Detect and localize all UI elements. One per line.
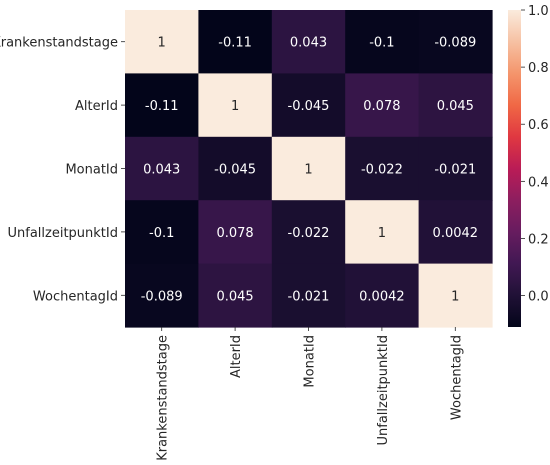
heatmap-cell [198, 200, 273, 265]
cell-value-label: 0.043 [143, 163, 180, 178]
heatmap-cell [198, 263, 273, 328]
heatmap-cell [418, 200, 493, 265]
cell-value-label: 0.045 [216, 289, 253, 304]
cell-value-label: 1 [158, 36, 166, 51]
cell-value-label: 1 [378, 226, 386, 241]
heatmap-cell [345, 73, 420, 138]
cell-value-label: -0.021 [434, 163, 476, 178]
y-tick-label: MonatId [65, 163, 118, 178]
heatmap-cell [125, 200, 199, 265]
cell-value-label: -0.1 [149, 226, 174, 241]
heatmap-cell [198, 136, 273, 201]
cell-value-label: -0.11 [218, 36, 252, 51]
heatmap-cell [125, 263, 199, 328]
cell-value-label: -0.1 [369, 36, 394, 51]
heatmap-cell [198, 73, 273, 138]
heatmap-cell [271, 263, 346, 328]
y-axis-labels: Krankenstandstage AlterId MonatId Unfallzei… [0, 36, 125, 304]
heatmap-cell [125, 10, 199, 74]
y-tick-label: WochentagId [33, 289, 118, 304]
heatmap-cell [345, 10, 420, 74]
x-axis-labels: Krankenstandstage AlterId MonatId Unfallzei… [156, 327, 464, 461]
x-tick-label: MonatId [303, 335, 318, 388]
colorbar-tick-label: 0.8 [528, 61, 549, 76]
heatmap-cell [345, 263, 420, 328]
cell-value-label: 0.0042 [433, 226, 479, 241]
heatmap-cell [418, 136, 493, 201]
cell-value-label: 0.045 [437, 99, 474, 114]
colorbar-tick-label: 0.2 [528, 232, 549, 247]
y-tick-label: UnfallzeitpunktId [8, 226, 119, 241]
heatmap-cell [271, 200, 346, 265]
cell-value-label: -0.022 [361, 163, 403, 178]
cell-value-label: 1 [304, 163, 312, 178]
heatmap-cell [125, 73, 199, 138]
heatmap-cell [271, 10, 346, 74]
colorbar-tick-label: 0.4 [528, 175, 549, 190]
heatmap-cell [345, 136, 420, 201]
x-tick-label: Krankenstandstage [156, 335, 171, 461]
cell-value-label: 0.043 [290, 36, 327, 51]
cell-value-label: -0.021 [288, 289, 330, 304]
heatmap-cell [418, 263, 493, 328]
heatmap-cell [418, 10, 493, 74]
cell-value-label: -0.089 [434, 36, 476, 51]
cell-value-label: -0.089 [141, 289, 183, 304]
colorbar-tick-label: 0.6 [528, 118, 549, 133]
heatmap-cell [125, 136, 199, 201]
colorbar-gradient [508, 10, 521, 327]
heatmap-cell [345, 200, 420, 265]
colorbar: 1.0 0.8 0.6 0.4 0.2 0.0 [508, 4, 549, 327]
y-tick-label: AlterId [75, 99, 118, 114]
x-tick-label: WochentagId [449, 335, 464, 420]
y-tick-label: Krankenstandstage [0, 36, 118, 51]
cell-value-label: 0.078 [216, 226, 253, 241]
cell-value-label: 1 [231, 99, 239, 114]
heatmap-cell [271, 73, 346, 138]
heatmap-cells: 1 -0.11 0.043 -0.1 -0.089-0.11 1 -0.045 0.078 0.… [125, 10, 493, 328]
heatmap-cell [418, 73, 493, 138]
colorbar-tick-label: 0.0 [528, 290, 549, 305]
heatmap-cell [198, 10, 273, 74]
cell-value-label: 0.0042 [359, 289, 405, 304]
cell-value-label: -0.11 [145, 99, 179, 114]
x-tick-label: AlterId [229, 335, 244, 378]
x-tick-label: UnfallzeitpunktId [376, 335, 391, 446]
colorbar-tick-label: 1.0 [528, 4, 549, 19]
cell-value-label: 0.078 [363, 99, 400, 114]
cell-value-label: -0.045 [288, 99, 330, 114]
heatmap-cell [271, 136, 346, 201]
cell-value-label: -0.045 [214, 163, 256, 178]
cell-value-label: -0.022 [288, 226, 330, 241]
cell-value-label: 1 [451, 289, 459, 304]
